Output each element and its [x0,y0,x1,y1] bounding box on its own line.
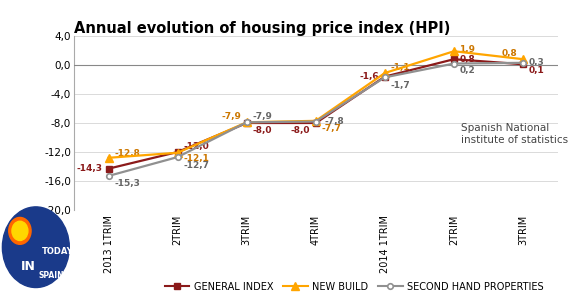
Text: -14,3: -14,3 [77,164,103,173]
Text: 1,9: 1,9 [460,44,476,53]
Text: -15,3: -15,3 [114,179,140,188]
Circle shape [2,207,69,287]
Text: 0,8: 0,8 [460,55,475,64]
Text: SPAIN: SPAIN [39,272,65,280]
Text: -12,8: -12,8 [114,149,140,158]
Text: -8,0: -8,0 [291,126,310,135]
Text: -7,9: -7,9 [221,112,241,121]
Circle shape [9,218,31,244]
Text: 0,3: 0,3 [529,58,545,67]
Text: -1,6: -1,6 [360,72,380,81]
Text: 0,8: 0,8 [502,49,518,58]
Text: -12,0: -12,0 [183,142,209,152]
Text: -1,1: -1,1 [390,63,410,72]
Text: TODAY: TODAY [42,248,73,256]
Legend: GENERAL INDEX, NEW BUILD, SECOND HAND PROPERTIES: GENERAL INDEX, NEW BUILD, SECOND HAND PR… [161,278,548,296]
Circle shape [12,221,28,241]
Text: -7,8: -7,8 [324,117,344,126]
Text: -8,0: -8,0 [252,126,272,135]
Text: -12,7: -12,7 [183,160,209,169]
Text: IN: IN [20,260,35,273]
Text: -7,7: -7,7 [321,124,341,133]
Text: -7,9: -7,9 [252,112,272,121]
Text: -1,7: -1,7 [390,81,410,90]
Text: 0,1: 0,1 [529,66,545,75]
Text: 0,2: 0,2 [460,66,475,75]
Text: Spanish National
institute of statistics: Spanish National institute of statistics [461,123,568,145]
Text: -12,1: -12,1 [183,154,209,163]
Text: Annual evolution of housing price index (HPI): Annual evolution of housing price index … [74,21,450,36]
